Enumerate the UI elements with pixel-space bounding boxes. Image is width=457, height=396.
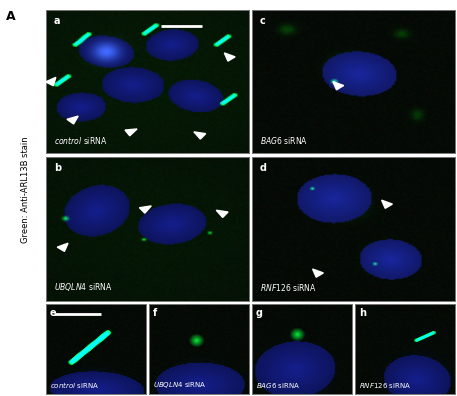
Text: d: d <box>260 163 267 173</box>
Polygon shape <box>224 53 235 61</box>
Text: $\it{RNF126}$ siRNA: $\it{RNF126}$ siRNA <box>260 282 316 293</box>
Text: $\it{control}$ siRNA: $\it{control}$ siRNA <box>50 379 99 390</box>
Polygon shape <box>125 129 137 136</box>
Text: Green: Anti-ARL13B stain: Green: Anti-ARL13B stain <box>21 137 30 244</box>
Text: h: h <box>359 308 366 318</box>
Text: a: a <box>54 15 60 26</box>
Text: b: b <box>54 163 61 173</box>
Polygon shape <box>216 210 228 217</box>
Polygon shape <box>194 132 206 139</box>
Text: $\it{control}$ siRNA: $\it{control}$ siRNA <box>54 135 107 146</box>
Polygon shape <box>382 200 393 208</box>
Text: e: e <box>50 308 56 318</box>
Polygon shape <box>67 116 78 124</box>
Text: g: g <box>256 308 263 318</box>
Polygon shape <box>139 206 151 213</box>
Polygon shape <box>313 269 324 277</box>
Text: f: f <box>153 308 157 318</box>
Polygon shape <box>333 82 344 90</box>
Text: c: c <box>260 15 266 26</box>
Polygon shape <box>46 77 56 86</box>
Text: A: A <box>5 10 15 23</box>
Text: $\it{UBQLN4}$ siRNA: $\it{UBQLN4}$ siRNA <box>54 282 112 293</box>
Text: $\it{BAG6}$ siRNA: $\it{BAG6}$ siRNA <box>260 135 308 146</box>
Text: $\it{UBQLN4}$ siRNA: $\it{UBQLN4}$ siRNA <box>153 379 207 390</box>
Polygon shape <box>57 243 68 251</box>
Text: $\it{RNF126}$ siRNA: $\it{RNF126}$ siRNA <box>359 381 411 390</box>
Text: $\it{BAG6}$ siRNA: $\it{BAG6}$ siRNA <box>256 381 300 390</box>
